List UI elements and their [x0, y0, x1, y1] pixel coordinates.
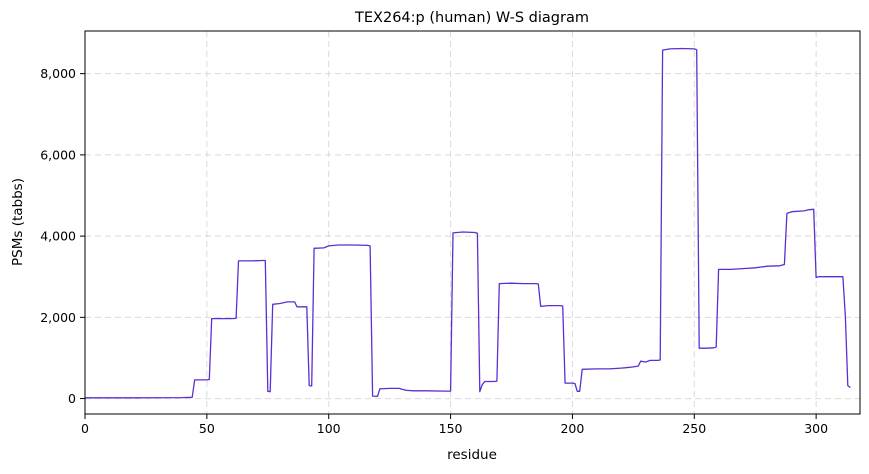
x-tick-label: 200 [560, 421, 584, 436]
chart-title: TEX264:p (human) W-S diagram [354, 10, 589, 26]
x-tick-label: 250 [682, 421, 706, 436]
x-tick-label: 100 [317, 421, 341, 436]
x-axis-label: residue [447, 447, 497, 463]
x-tick-label: 0 [81, 421, 89, 436]
x-tick-label: 150 [439, 421, 463, 436]
y-tick-label: 0 [68, 391, 76, 406]
y-axis: 0 2,000 4,000 6,000 8,000 [40, 66, 85, 406]
series-layer [85, 47, 851, 399]
y-tick-label: 8,000 [40, 66, 76, 81]
x-tick-label: 300 [804, 421, 828, 436]
grid [84, 31, 860, 414]
series-line [85, 47, 851, 399]
y-tick-label: 4,000 [40, 229, 76, 244]
y-tick-label: 6,000 [40, 147, 76, 162]
plot-frame [84, 30, 861, 415]
x-axis: 0 50 100 150 200 250 300 [81, 414, 828, 436]
y-tick-label: 2,000 [40, 310, 76, 325]
x-tick-label: 50 [199, 421, 215, 436]
y-axis-label: PSMs (tabbs) [10, 178, 26, 266]
